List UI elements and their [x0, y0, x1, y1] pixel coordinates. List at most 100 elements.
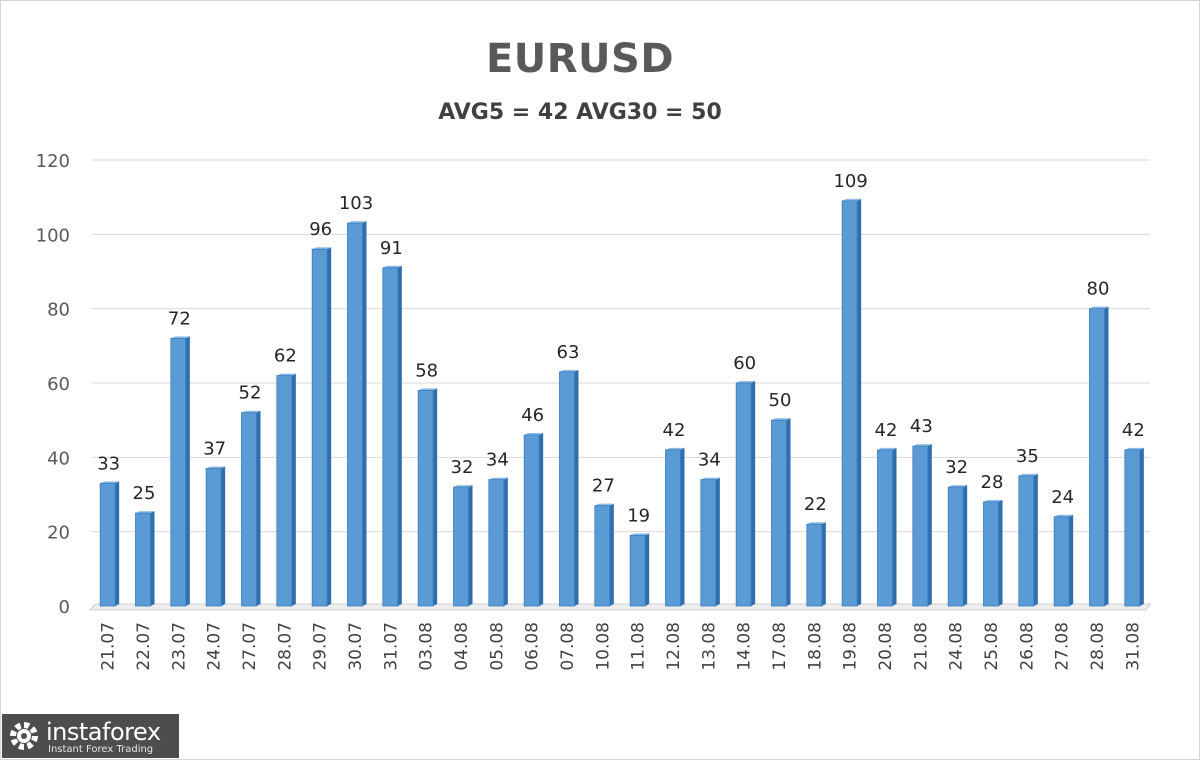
bar-side [256, 410, 261, 606]
x-tick-label: 14.08 [735, 622, 755, 671]
bar [665, 449, 681, 607]
data-label: 58 [415, 360, 438, 381]
data-label: 103 [339, 193, 373, 214]
bar-side [185, 336, 190, 606]
bar-side [433, 388, 438, 606]
bar-side [821, 522, 826, 606]
bar-side [1104, 306, 1109, 606]
bar-side [857, 198, 862, 606]
bar [311, 248, 328, 607]
y-tick-label: 60 [47, 374, 70, 395]
data-label: 52 [239, 383, 262, 404]
y-tick-label: 0 [59, 597, 70, 618]
x-tick-label: 18.08 [805, 622, 825, 671]
bar-top [842, 198, 862, 201]
bar-top [241, 410, 261, 413]
bar-side [362, 221, 367, 606]
data-label: 60 [733, 353, 756, 374]
bar-top [418, 388, 438, 391]
data-label: 32 [945, 457, 968, 478]
bar-top [806, 522, 826, 525]
x-tick-label: 29.07 [311, 622, 331, 671]
bar-top [488, 477, 508, 480]
bar-top [630, 533, 650, 536]
x-tick-label: 10.08 [593, 622, 613, 671]
bar [629, 534, 646, 607]
bar-top [453, 485, 473, 488]
x-tick-label: 05.08 [487, 622, 507, 671]
data-label: 42 [875, 420, 898, 441]
bar-side [397, 265, 402, 606]
data-label: 32 [451, 457, 474, 478]
bar [135, 512, 151, 607]
chart-title: EURUSD [485, 36, 675, 82]
data-label: 72 [168, 308, 191, 329]
bar [1124, 449, 1141, 607]
bar-top [276, 373, 296, 376]
bar-side [291, 373, 296, 606]
bar-side [468, 485, 473, 606]
data-label: 34 [486, 450, 509, 471]
bar-top [347, 221, 367, 224]
gear-icon [10, 722, 38, 750]
x-tick-label: 28.08 [1088, 622, 1108, 671]
data-label: 22 [804, 494, 827, 515]
data-label: 96 [309, 219, 332, 240]
logo-tagline: Instant Forex Trading [48, 744, 154, 755]
bar [559, 371, 575, 607]
data-label: 33 [97, 453, 120, 474]
data-label: 25 [133, 483, 156, 504]
x-tick-label: 25.08 [982, 622, 1002, 671]
bar [1089, 308, 1105, 607]
bar-top [206, 466, 226, 469]
data-label: 109 [833, 171, 867, 192]
bar-top [948, 485, 968, 488]
bar-top [170, 336, 190, 339]
y-tick-label: 100 [36, 225, 70, 246]
data-label: 80 [1087, 279, 1110, 300]
bar-side [786, 418, 791, 606]
bar [347, 222, 363, 607]
data-label: 43 [910, 416, 933, 437]
x-tick-label: 11.08 [629, 622, 649, 671]
bar-top [912, 444, 932, 447]
bar-top [1089, 306, 1109, 309]
bar-side [645, 533, 650, 606]
bar-side [751, 381, 756, 606]
bar-top [135, 511, 155, 514]
x-tick-label: 21.08 [911, 622, 931, 671]
bar [1018, 475, 1035, 607]
bar [99, 482, 116, 607]
x-tick-label: 26.08 [1017, 622, 1037, 671]
bar [947, 486, 964, 607]
bar-side [963, 485, 968, 606]
bar [453, 486, 469, 607]
x-tick-label: 04.08 [452, 622, 472, 671]
data-label: 46 [521, 405, 544, 426]
bar-side [327, 247, 332, 606]
bar-top [559, 369, 579, 372]
bar [170, 337, 187, 607]
bar [1053, 516, 1070, 607]
bar [205, 468, 222, 607]
x-tick-label: 31.08 [1123, 622, 1143, 671]
bar [806, 523, 823, 607]
x-tick-label: 20.08 [876, 622, 896, 671]
x-tick-label: 27.07 [240, 622, 260, 671]
x-tick-label: 22.07 [134, 622, 154, 671]
y-tick-label: 20 [47, 523, 70, 544]
data-label: 50 [769, 390, 792, 411]
instaforex-logo: instaforex Instant Forex Trading [2, 714, 179, 758]
bar-top [1018, 473, 1038, 476]
bar-top [100, 481, 120, 484]
x-tick-label: 03.08 [417, 622, 437, 671]
x-tick-label: 21.07 [99, 622, 119, 671]
x-tick-label: 12.08 [664, 622, 684, 671]
bar [912, 445, 929, 607]
bar-side [892, 447, 897, 606]
x-tick-label: 17.08 [770, 622, 790, 671]
bar-side [539, 433, 544, 606]
data-label: 35 [1016, 446, 1039, 467]
